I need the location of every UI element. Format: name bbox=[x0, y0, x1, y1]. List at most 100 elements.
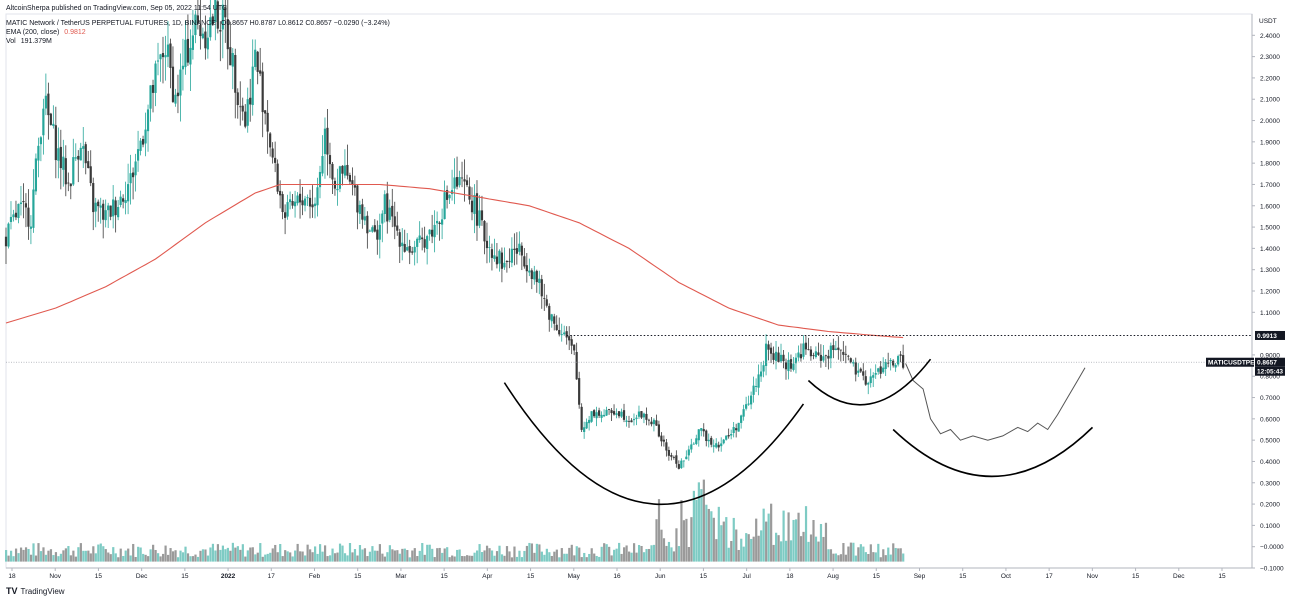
x-tick-label: 15 bbox=[95, 573, 103, 580]
volume-bar bbox=[378, 544, 381, 562]
volume-bar bbox=[226, 547, 229, 562]
candle-body bbox=[256, 51, 259, 72]
candle-body bbox=[176, 92, 180, 97]
volume-bar bbox=[705, 504, 708, 562]
y-tick-label: 1.2000 bbox=[1260, 289, 1280, 296]
candle-body bbox=[759, 371, 763, 377]
x-tick-label: 17 bbox=[268, 573, 276, 580]
volume-bar bbox=[618, 542, 621, 562]
candle-body bbox=[303, 198, 307, 206]
volume-bar bbox=[74, 556, 77, 562]
candle-body bbox=[361, 204, 364, 220]
volume-bar bbox=[436, 548, 439, 562]
candle-body bbox=[887, 362, 890, 364]
volume-bar bbox=[752, 536, 755, 562]
candle-body bbox=[149, 85, 152, 109]
volume-bar bbox=[358, 545, 362, 562]
volume-bar bbox=[485, 545, 489, 562]
candle-body bbox=[281, 194, 284, 213]
volume-bar bbox=[822, 536, 825, 562]
volume-bar bbox=[239, 549, 242, 562]
candle-body bbox=[792, 363, 795, 370]
vol-legend[interactable]: Vol 191.379M bbox=[6, 37, 55, 46]
candle-body bbox=[82, 146, 85, 149]
candle-body bbox=[209, 17, 212, 38]
candle-body bbox=[131, 172, 135, 178]
candle-body bbox=[229, 47, 232, 66]
volume-bar bbox=[690, 517, 693, 562]
volume-bar bbox=[657, 499, 661, 562]
candle-body bbox=[558, 330, 561, 335]
x-tick-label: 15 bbox=[1132, 573, 1140, 580]
candle-body bbox=[124, 200, 127, 204]
candle-body bbox=[762, 365, 765, 372]
volume-bar bbox=[47, 550, 50, 562]
candle-body bbox=[401, 242, 404, 247]
current-price-label: 0.8657 bbox=[1257, 360, 1277, 367]
candle-body bbox=[834, 348, 837, 350]
volume-bar bbox=[426, 544, 429, 562]
volume-bar bbox=[782, 510, 785, 562]
candle-body bbox=[288, 199, 292, 203]
candle-body bbox=[47, 93, 50, 116]
candle-body bbox=[12, 214, 15, 218]
volume-bar bbox=[19, 547, 23, 562]
volume-bar bbox=[147, 556, 150, 562]
volume-bar bbox=[767, 513, 770, 562]
volume-bar bbox=[256, 552, 259, 562]
volume-bar bbox=[416, 556, 419, 562]
volume-bar bbox=[525, 545, 529, 562]
resistance-price-label-bg bbox=[1255, 330, 1285, 340]
candle-body bbox=[336, 188, 339, 191]
candle-body bbox=[493, 255, 496, 259]
volume-bar bbox=[154, 549, 157, 562]
volume-bar bbox=[610, 555, 613, 562]
volume-bar bbox=[12, 556, 15, 562]
volume-bar bbox=[687, 547, 691, 562]
x-tick-label: Feb bbox=[309, 573, 321, 580]
x-tick-label: Oct bbox=[1001, 573, 1011, 580]
candle-body bbox=[533, 271, 536, 280]
volume-bar bbox=[234, 547, 237, 562]
volume-bar bbox=[578, 547, 581, 562]
candle-body bbox=[366, 215, 369, 234]
volume-bar bbox=[660, 529, 663, 562]
candle-body bbox=[154, 63, 157, 93]
candle-body bbox=[538, 278, 541, 283]
volume-bar bbox=[620, 553, 623, 562]
candle-body bbox=[239, 106, 242, 108]
candle-body bbox=[22, 201, 25, 203]
candle-body bbox=[32, 189, 35, 228]
candle-body bbox=[156, 60, 160, 62]
candle-body bbox=[637, 411, 641, 417]
x-tick-label: May bbox=[568, 573, 581, 580]
candle-body bbox=[690, 444, 693, 450]
candle-body bbox=[84, 144, 87, 164]
ema-legend[interactable]: EMA (200, close) 0.9812 bbox=[6, 28, 89, 37]
candle-body bbox=[436, 220, 439, 224]
candle-body bbox=[657, 424, 661, 437]
candle-body bbox=[597, 410, 601, 416]
volume-bar bbox=[107, 552, 110, 562]
candle-body bbox=[882, 367, 885, 373]
candle-body bbox=[662, 439, 665, 442]
volume-bar bbox=[642, 552, 646, 562]
volume-bar bbox=[568, 547, 571, 562]
volume-bar bbox=[750, 538, 753, 562]
candle-body bbox=[602, 414, 606, 417]
candle-body bbox=[129, 173, 132, 184]
volume-bar bbox=[206, 555, 210, 562]
volume-bar bbox=[246, 550, 249, 562]
candle-body bbox=[418, 235, 421, 240]
candle-body bbox=[119, 196, 122, 205]
tradingview-brand[interactable]: TV TradingView bbox=[6, 586, 65, 596]
volume-bar bbox=[872, 552, 875, 562]
volume-bar bbox=[264, 554, 267, 562]
candle-body bbox=[4, 236, 8, 247]
candle-body bbox=[97, 201, 100, 207]
volume-bar bbox=[171, 551, 175, 562]
volume-series bbox=[5, 479, 905, 562]
volume-bar bbox=[837, 555, 840, 562]
volume-bar bbox=[777, 535, 780, 562]
